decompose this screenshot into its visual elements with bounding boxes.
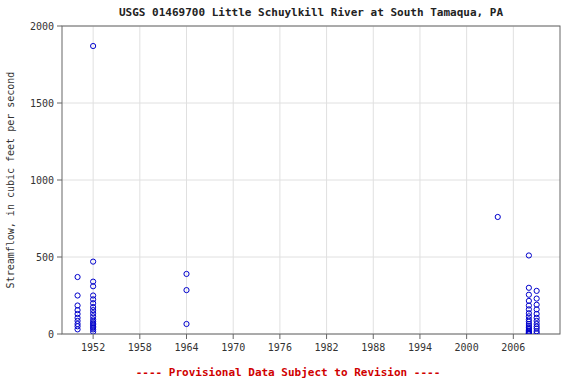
y-grid-line — [62, 103, 560, 104]
x-tick-label: 1976 — [268, 342, 292, 353]
point — [495, 214, 500, 219]
x-tick-label: 1964 — [174, 342, 198, 353]
x-tick-label: 2006 — [501, 342, 525, 353]
x-tick — [279, 334, 280, 339]
y-grid-line — [62, 257, 560, 258]
x-tick — [373, 334, 374, 339]
point — [534, 288, 539, 293]
y-tick — [57, 180, 62, 181]
y-tick — [57, 334, 62, 335]
point — [184, 288, 189, 293]
footer: ---- Provisional Data Subject to Revisio… — [136, 366, 441, 379]
y-tick — [57, 257, 62, 258]
x-tick-label: 1994 — [408, 342, 432, 353]
y-tick-label: 1500 — [30, 98, 54, 109]
point — [75, 293, 80, 298]
plot-frame — [62, 26, 560, 334]
point — [526, 331, 531, 334]
x-tick — [186, 334, 187, 339]
y-tick — [57, 103, 62, 104]
point — [534, 331, 539, 334]
point — [91, 284, 96, 289]
title: USGS 01469700 Little Schuylkill River at… — [119, 6, 503, 19]
y-tick-label: 0 — [48, 329, 54, 340]
y-tick — [57, 26, 62, 27]
x-tick — [326, 334, 327, 339]
points — [75, 43, 539, 334]
x-tick-label: 1952 — [81, 342, 105, 353]
point — [526, 292, 531, 297]
x-tick-label: 1970 — [221, 342, 245, 353]
grid — [62, 26, 560, 334]
x-tick-label: 1982 — [315, 342, 339, 353]
x-tick-label: 1958 — [128, 342, 152, 353]
x-tick — [466, 334, 467, 339]
x-tick — [93, 334, 94, 339]
y-axis-label: Streamflow, in cubic feet per second — [5, 72, 16, 289]
point — [526, 285, 531, 290]
point — [184, 271, 189, 276]
point — [534, 296, 539, 301]
point — [526, 253, 531, 258]
point — [91, 329, 96, 334]
x-tick — [139, 334, 140, 339]
point — [526, 331, 531, 334]
chart: 1952 1958 1964 1970 1976 1982 1988 1994 2000 2006… — [0, 0, 576, 384]
y-tick-label: 1000 — [30, 175, 54, 186]
axes: 1952 1958 1964 1970 1976 1982 1988 1994 2000 2006… — [30, 21, 525, 354]
y-grid-line — [62, 180, 560, 181]
x-tick-label: 1988 — [361, 342, 385, 353]
y-tick-label: 2000 — [30, 21, 54, 32]
x-tick-label: 2000 — [455, 342, 479, 353]
point — [184, 321, 189, 326]
point — [91, 43, 96, 48]
x-tick — [233, 334, 234, 339]
x-tick — [513, 334, 514, 339]
point — [75, 274, 80, 279]
x-tick — [419, 334, 420, 339]
plot-area — [62, 26, 560, 334]
y-tick-label: 500 — [36, 252, 54, 263]
point — [75, 327, 80, 332]
point — [91, 259, 96, 264]
